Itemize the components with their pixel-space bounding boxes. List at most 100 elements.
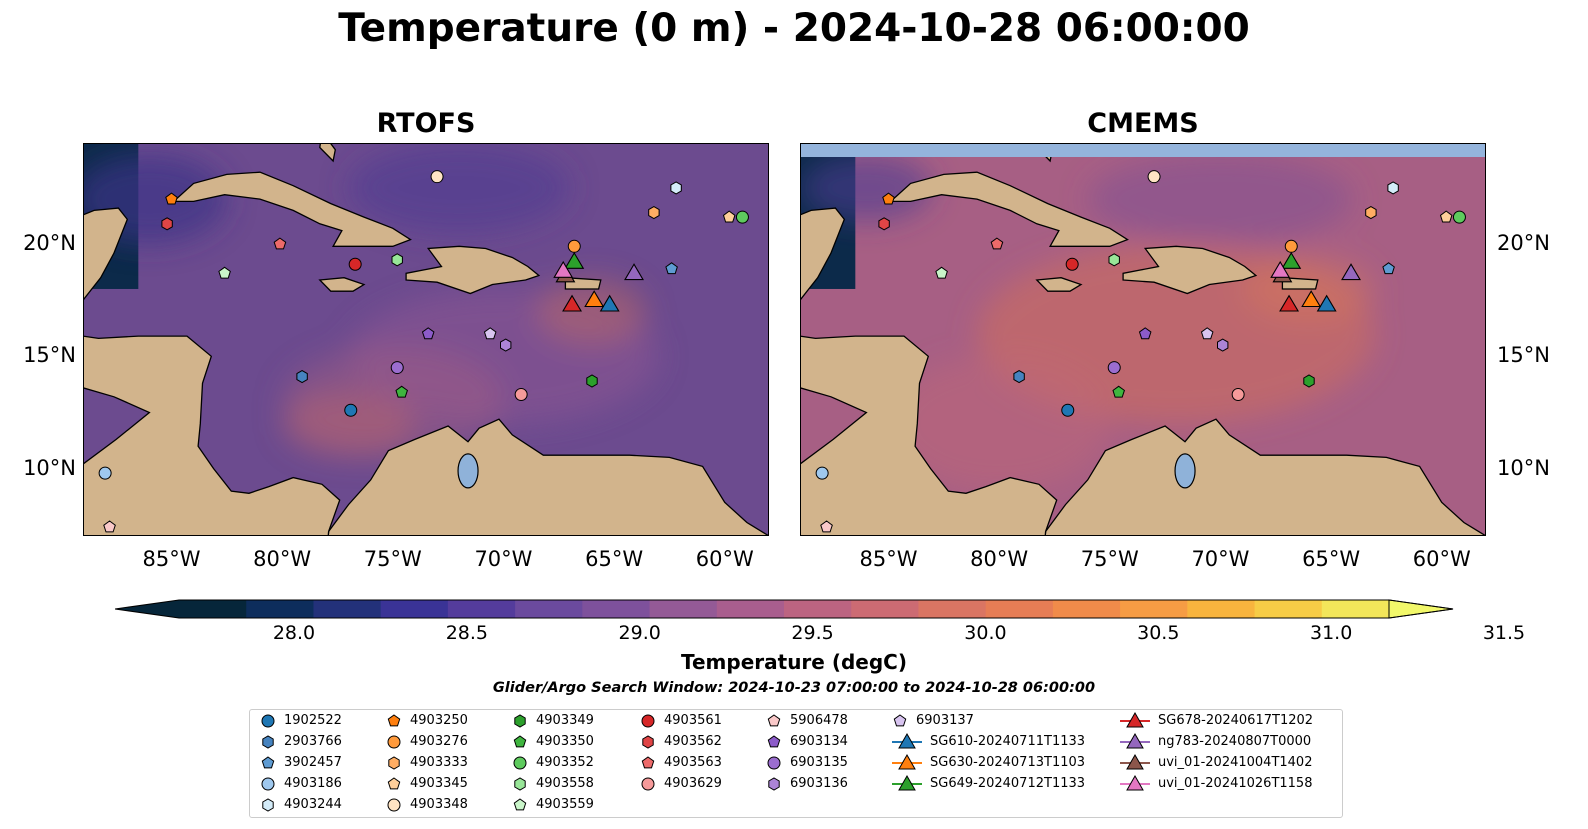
colorbar-tick-label: 29.5 [791, 622, 834, 644]
ytick-label-right: 10°N [1497, 455, 1550, 480]
legend-item: 4903250 [386, 710, 468, 731]
legend-marker [1120, 753, 1150, 769]
glider-uvi_01-20241026T1158 [1270, 260, 1291, 278]
legend-label: uvi_01-20241026T1158 [1158, 776, 1313, 791]
argo-4903348 [430, 170, 444, 184]
argo-4903558 [1108, 253, 1120, 267]
legend-marker [641, 714, 655, 727]
glider-uvi_01-20241026T1158 [553, 260, 574, 278]
colorbar-extend-low [115, 600, 179, 618]
argo-4903563 [990, 237, 1004, 250]
legend-marker [514, 713, 526, 728]
glider-SG630-20240713T1103 [1301, 290, 1322, 308]
glider-SG610-20240711T1133 [599, 294, 620, 312]
lake-maracaibo [457, 453, 479, 489]
colorbar-segment [1254, 600, 1323, 618]
legend-marker [261, 714, 275, 727]
legend-marker [767, 713, 781, 726]
panel-title-cmems: CMEMS [1087, 108, 1199, 139]
colorbar-segment [179, 600, 247, 618]
legend-marker [893, 713, 907, 726]
legend-label: 4903348 [410, 797, 468, 812]
argo-4903350 [395, 385, 408, 398]
colorbar-segment [1187, 600, 1256, 618]
legend-label: 4903352 [536, 755, 594, 770]
legend-item: 4903276 [386, 731, 468, 752]
panel-title-rtofs: RTOFS [376, 108, 476, 139]
legend-item: SG630-20240713T1103 [892, 752, 1085, 773]
legend-item: 4903563 [640, 752, 722, 773]
legend-marker [767, 756, 781, 769]
glider-ng783-20240807T0000 [1341, 263, 1361, 281]
colorbar-segment [1052, 600, 1121, 618]
glider-ng783-20240807T0000 [624, 263, 644, 281]
legend-marker [387, 798, 401, 811]
legend-title: Glider/Argo Search Window: 2024-10-23 07… [492, 680, 1096, 696]
map-panel-cmems [800, 143, 1486, 536]
xtick-label: 75°W [363, 547, 422, 571]
colorbar-outline [115, 599, 1454, 619]
legend-label: 5906478 [790, 713, 848, 728]
land-yucatan [800, 207, 846, 302]
legend-item: 4903348 [386, 794, 468, 815]
map-panel-rtofs [83, 143, 769, 536]
legend-label: 3902457 [284, 755, 342, 770]
argo-3902457 [665, 262, 678, 275]
xtick-label: 60°W [1412, 547, 1471, 571]
legend-item: 4903244 [260, 794, 342, 815]
argo-3902457 [1382, 262, 1395, 275]
argo-4903186 [98, 466, 112, 480]
argo-4903244 [1387, 181, 1399, 195]
argo-6903137 [1200, 327, 1214, 340]
argo-6903136 [1217, 338, 1229, 352]
legend-label: 4903558 [536, 776, 594, 791]
legend-item: uvi_01-20241026T1158 [1120, 773, 1312, 794]
xtick-label: 80°W [253, 547, 312, 571]
land-hispaniola [1122, 245, 1258, 295]
land-yucatan [83, 207, 129, 302]
legend-label: 2903766 [284, 734, 342, 749]
xtick-label: 80°W [970, 547, 1029, 571]
legend-item: 6903137 [892, 710, 974, 731]
ytick-label-left: 20°N [23, 231, 76, 256]
lake-maracaibo [1174, 453, 1196, 489]
xtick-label: 70°W [474, 547, 533, 571]
legend-marker [261, 755, 275, 768]
legend-label: SG649-20240712T1133 [930, 776, 1086, 791]
land-hispaniola [405, 245, 541, 295]
legend-marker [1120, 732, 1150, 748]
argo-5906478 [103, 520, 116, 533]
land-cuba [889, 171, 1129, 247]
colorbar-segment [313, 600, 382, 618]
colorbar-segment [985, 600, 1054, 618]
argo-4903186 [815, 466, 829, 480]
argo-6903137 [483, 327, 497, 340]
argo-1902522 [344, 403, 358, 417]
legend-label: 4903349 [536, 713, 594, 728]
argo-6903136 [500, 338, 512, 352]
argo-6903135 [390, 361, 404, 375]
land-jamaica [1035, 277, 1083, 292]
legend-marker [641, 755, 655, 768]
legend-item: uvi_01-20241004T1402 [1120, 752, 1312, 773]
colorbar-segment [716, 600, 785, 618]
legend-label: 4903333 [410, 755, 468, 770]
legend-item: ng783-20240807T0000 [1120, 731, 1311, 752]
legend-marker [388, 755, 400, 770]
legend-label: 4903629 [664, 776, 722, 791]
argo-4903250 [882, 192, 895, 205]
land-centralam [83, 335, 341, 536]
argo-4903276 [1284, 239, 1298, 253]
colorbar-tick-label: 30.0 [964, 622, 1007, 644]
colorbar-tick-label: 30.5 [1137, 622, 1180, 644]
ytick-label-left: 10°N [23, 455, 76, 480]
legend-marker [513, 734, 527, 747]
colorbar-tick-label: 28.5 [445, 622, 488, 644]
colorbar-segment [851, 600, 919, 618]
legend-item: 5906478 [766, 710, 848, 731]
legend-item: 4903559 [512, 794, 594, 815]
colorbar-segment [1120, 600, 1188, 618]
legend-label: 4903562 [664, 734, 722, 749]
legend-marker [1120, 774, 1150, 790]
argo-2903766 [296, 370, 308, 384]
